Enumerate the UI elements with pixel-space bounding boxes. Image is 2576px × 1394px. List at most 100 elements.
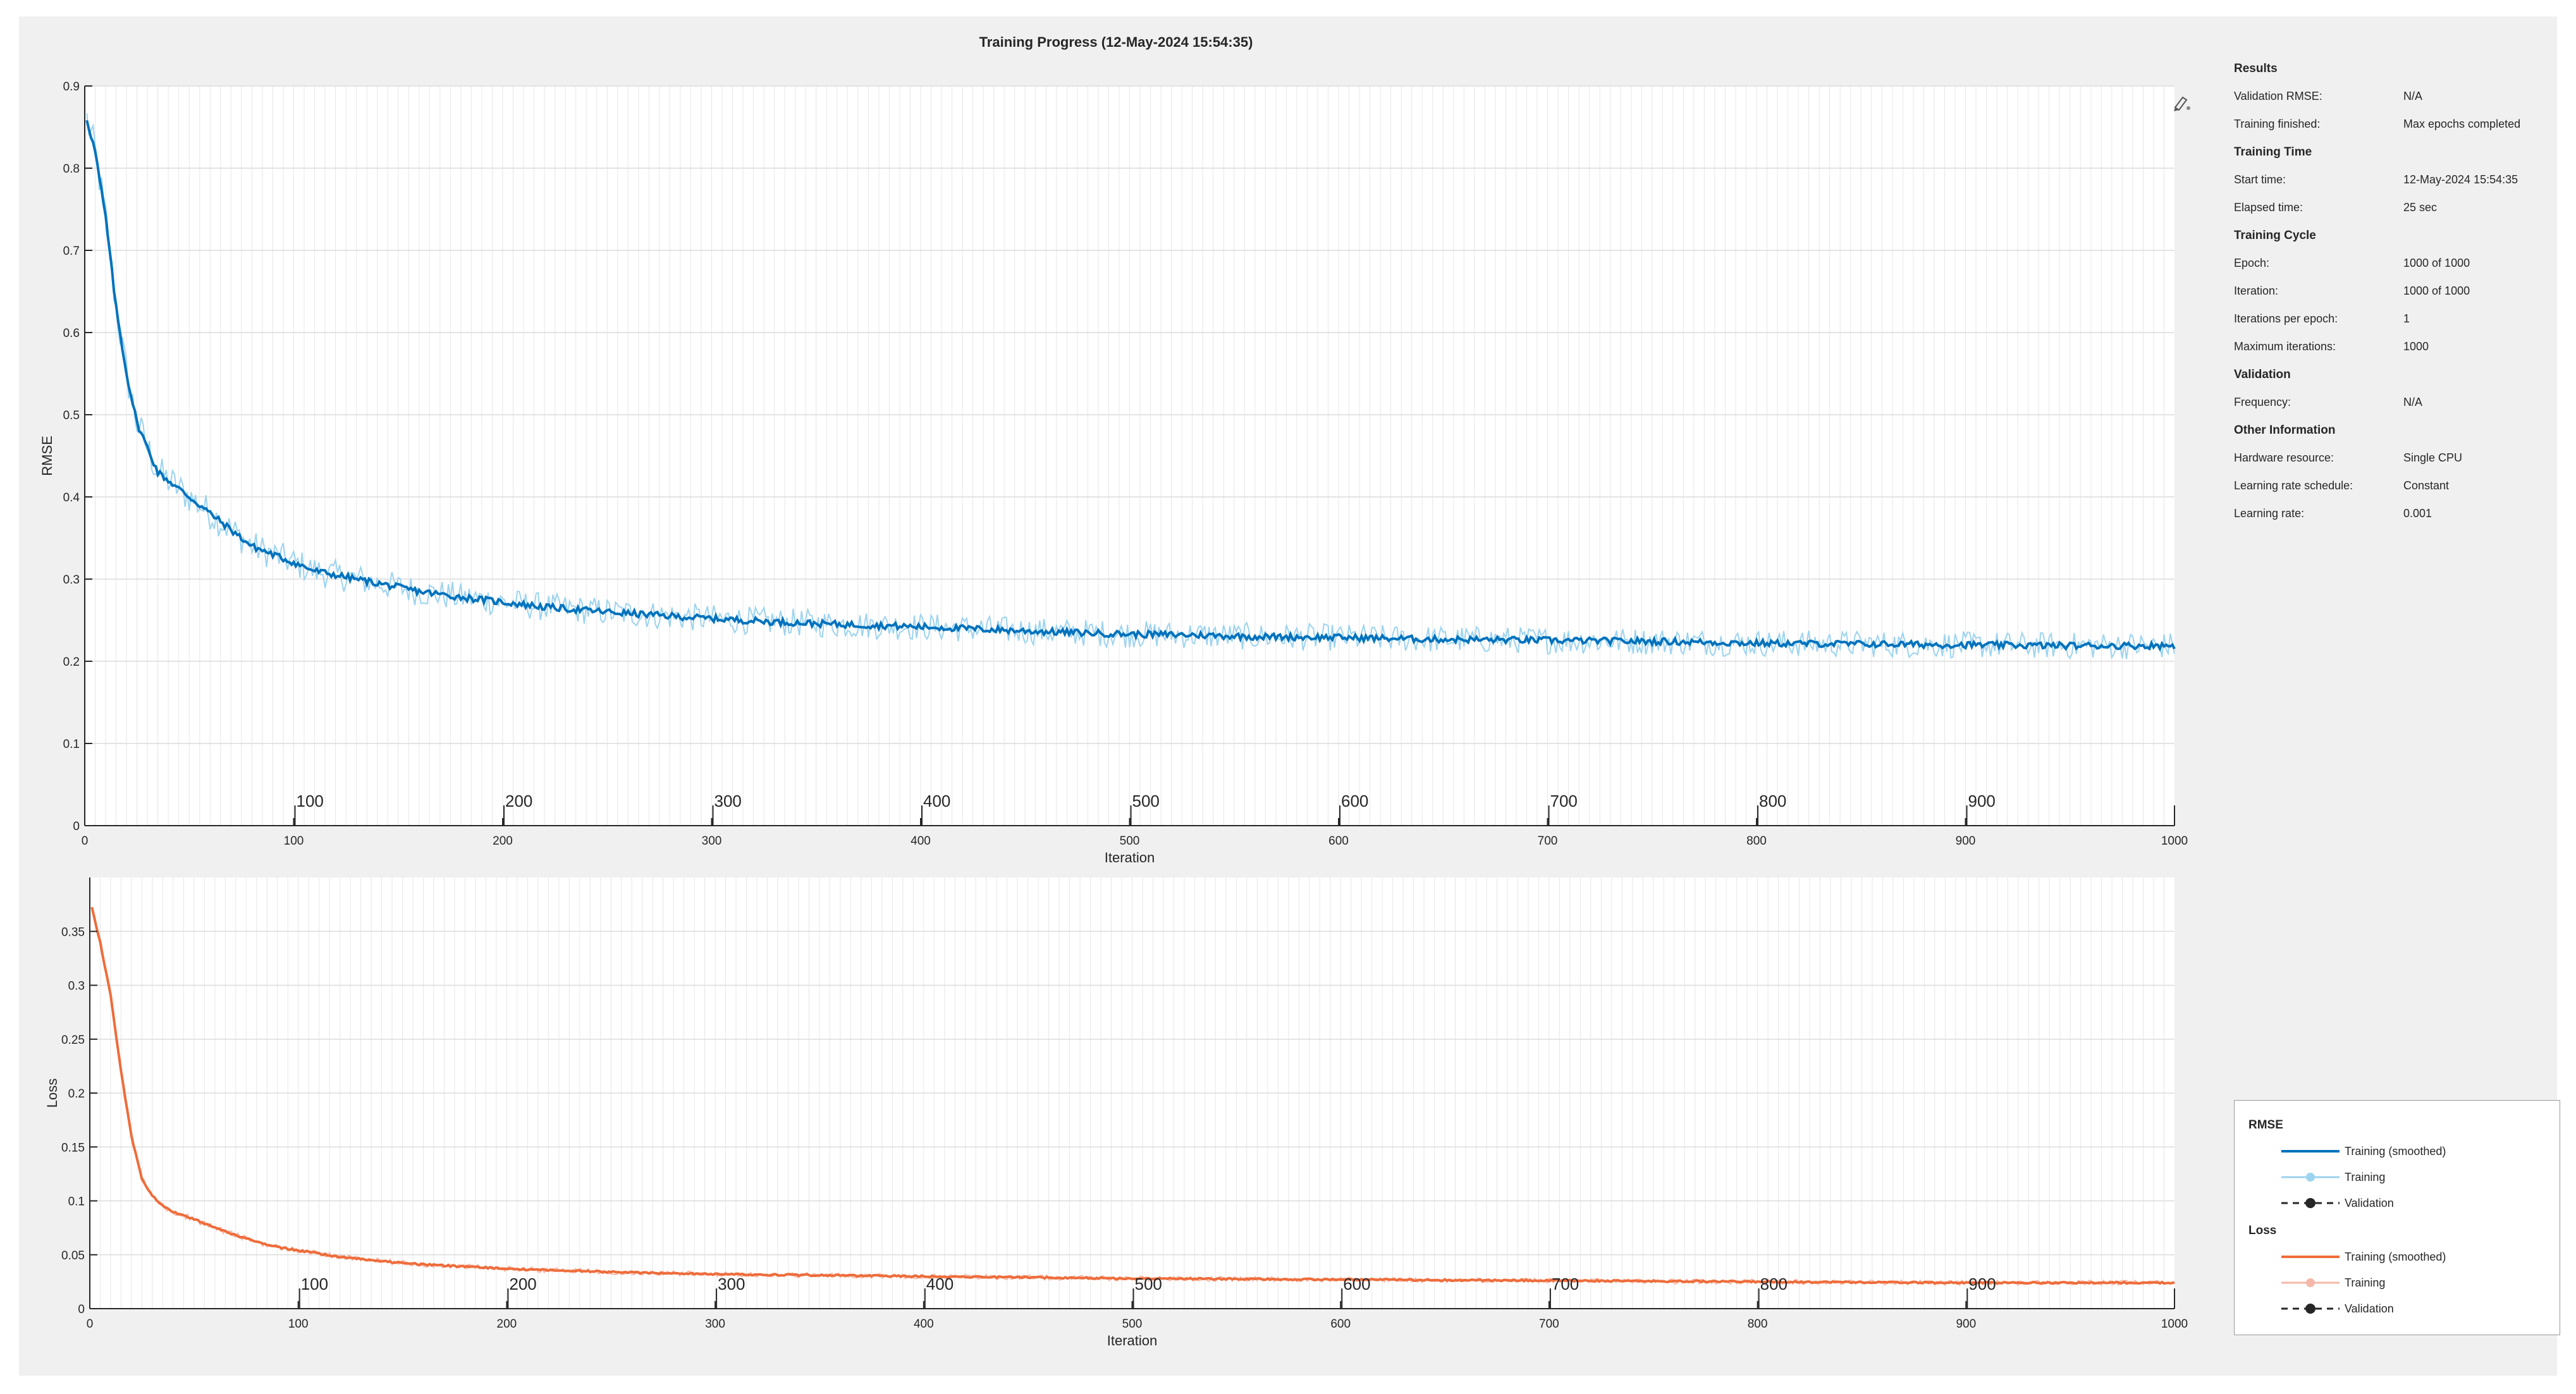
info-value: 1000 of 1000	[2403, 257, 2470, 269]
info-value: 25 sec	[2403, 201, 2438, 214]
info-label: Frequency:	[2234, 396, 2291, 408]
epoch-tick-label: 100	[297, 792, 324, 810]
y-tick-label: 0.3	[68, 980, 85, 993]
info-panel: Results Validation RMSE: N/A Training finis…	[2234, 62, 2563, 522]
x-tick-label: 200	[493, 835, 513, 848]
legend-label: Training	[2345, 1170, 2386, 1183]
x-tick-label: 400	[914, 1318, 934, 1331]
x-tick-label: 800	[1748, 1318, 1768, 1331]
epoch-tick-label: 800	[1759, 792, 1786, 810]
x-tick-label: 0	[82, 835, 89, 848]
info-value: 1000 of 1000	[2403, 284, 2470, 297]
vertical-gridlines	[95, 86, 2164, 826]
y-tick-label: 0.05	[61, 1249, 85, 1263]
x-tick-label: 300	[702, 835, 722, 848]
y-tick-label: 0.3	[63, 573, 80, 587]
info-value: 0.001	[2403, 507, 2432, 520]
info-row: Elapsed time: 25 sec	[2234, 201, 2563, 216]
epoch-tick-label: 800	[1760, 1275, 1788, 1293]
legend-swatch	[2281, 1198, 2340, 1208]
y-axis-label: Loss	[44, 1079, 60, 1108]
info-section-title: Validation	[2234, 368, 2291, 381]
legend-item[interactable]: Training	[2280, 1170, 2385, 1185]
y-tick-label: 0.7	[63, 245, 80, 258]
info-row: Epoch: 1000 of 1000	[2234, 257, 2563, 272]
x-axis-label: Iteration	[1107, 1333, 1158, 1348]
info-section-title: Other Information	[2234, 424, 2336, 437]
info-label: Elapsed time:	[2234, 201, 2303, 214]
rmse-plot[interactable]: 0 0.1 0.2 0.3 0.4 0.5 0.6 0.7 0.8 0.9 0 100 200 300 40…	[39, 80, 2188, 865]
brush-icon[interactable]	[2170, 91, 2193, 114]
info-label: Start time:	[2234, 173, 2286, 186]
info-value: Single CPU	[2403, 451, 2463, 464]
training-smoothed-line	[90, 907, 2175, 1285]
legend-swatch	[2281, 1304, 2340, 1314]
info-label: Training finished:	[2234, 118, 2321, 130]
epoch-tick-label: 400	[923, 792, 950, 810]
epoch-tick-label: 300	[718, 1275, 745, 1293]
y-tick-label: 0.1	[68, 1195, 85, 1209]
epoch-tick-label: 500	[1135, 1275, 1162, 1293]
y-tick-label: 0.2	[68, 1087, 85, 1101]
info-row: Maximum iterations: 1000	[2234, 340, 2563, 355]
info-value: 12-May-2024 15:54:35	[2403, 173, 2518, 186]
x-tick-label: 700	[1539, 1318, 1559, 1331]
y-tick-label: 0.35	[61, 926, 85, 939]
legend-item[interactable]: Training	[2280, 1275, 2385, 1290]
info-label: Learning rate schedule:	[2234, 479, 2353, 492]
y-tick-label: 0.1	[63, 738, 80, 751]
legend-label: Validation	[2345, 1302, 2394, 1315]
info-row: Learning rate schedule: Constant	[2234, 479, 2563, 494]
info-row: Learning rate: 0.001	[2234, 507, 2563, 522]
info-label: Validation RMSE:	[2234, 90, 2322, 102]
training-progress-window: Training Progress (12-May-2024 15:54:35)…	[19, 16, 2560, 1376]
y-axis-label: RMSE	[39, 436, 55, 476]
info-label: Maximum iterations:	[2234, 340, 2336, 353]
legend-label: Training (smoothed)	[2345, 1250, 2446, 1263]
info-label: Hardware resource:	[2234, 451, 2334, 464]
info-label: Iteration:	[2234, 284, 2279, 297]
y-tick-label: 0.25	[61, 1034, 85, 1047]
plots-canvas: Training Progress (12-May-2024 15:54:35)…	[39, 34, 2188, 1348]
y-tick-label: 0.8	[63, 162, 80, 176]
legend-item[interactable]: Validation	[2280, 1195, 2394, 1211]
epoch-tick-label: 700	[1552, 1275, 1579, 1293]
info-row: Validation RMSE: N/A	[2234, 90, 2563, 105]
x-tick-label: 0	[87, 1318, 94, 1331]
info-row: Iteration: 1000 of 1000	[2234, 284, 2563, 300]
legend-item[interactable]: Validation	[2280, 1301, 2394, 1316]
y-tick-label: 0.15	[61, 1141, 85, 1154]
info-value: N/A	[2403, 90, 2423, 102]
loss-plot[interactable]: 0 0.05 0.1 0.15 0.2 0.25 0.3 0.35 0 100 200 300 400 5…	[44, 877, 2188, 1348]
x-tick-label: 1000	[2161, 1318, 2188, 1331]
y-tick-label: 0	[78, 1303, 85, 1316]
x-tick-label: 300	[705, 1318, 725, 1331]
y-tick-label: 0.6	[63, 327, 80, 340]
legend-label: Validation	[2345, 1196, 2394, 1209]
info-value: Constant	[2403, 479, 2450, 492]
x-tick-label: 600	[1328, 835, 1349, 848]
legend-item[interactable]: Training (smoothed)	[2280, 1144, 2446, 1159]
info-row: Hardware resource: Single CPU	[2234, 451, 2563, 467]
x-tick-label: 1000	[2161, 835, 2188, 848]
x-tick-label: 100	[288, 1318, 309, 1331]
info-section-title: Training Cycle	[2234, 229, 2316, 242]
legend-swatch	[2281, 1173, 2340, 1182]
legend-item[interactable]: Training (smoothed)	[2280, 1249, 2446, 1264]
x-tick-label: 500	[1120, 835, 1140, 848]
epoch-tick-label: 500	[1132, 792, 1160, 810]
x-axis-label: Iteration	[1105, 850, 1155, 865]
legend-group-title: RMSE	[2248, 1118, 2283, 1132]
info-value: 1	[2403, 312, 2410, 325]
chart-title: Training Progress (12-May-2024 15:54:35)	[979, 34, 1253, 50]
legend-swatch	[2281, 1150, 2340, 1152]
x-tick-label: 600	[1330, 1318, 1351, 1331]
legend-swatch	[2281, 1256, 2340, 1258]
info-value: Max epochs completed	[2403, 118, 2521, 130]
epoch-tick-label: 400	[926, 1275, 954, 1293]
info-label: Learning rate:	[2234, 507, 2305, 520]
info-row: Frequency: N/A	[2234, 396, 2563, 411]
y-tick-label: 0.9	[63, 80, 80, 94]
legend-swatch	[2281, 1278, 2340, 1287]
y-tick-label: 0	[73, 820, 80, 833]
